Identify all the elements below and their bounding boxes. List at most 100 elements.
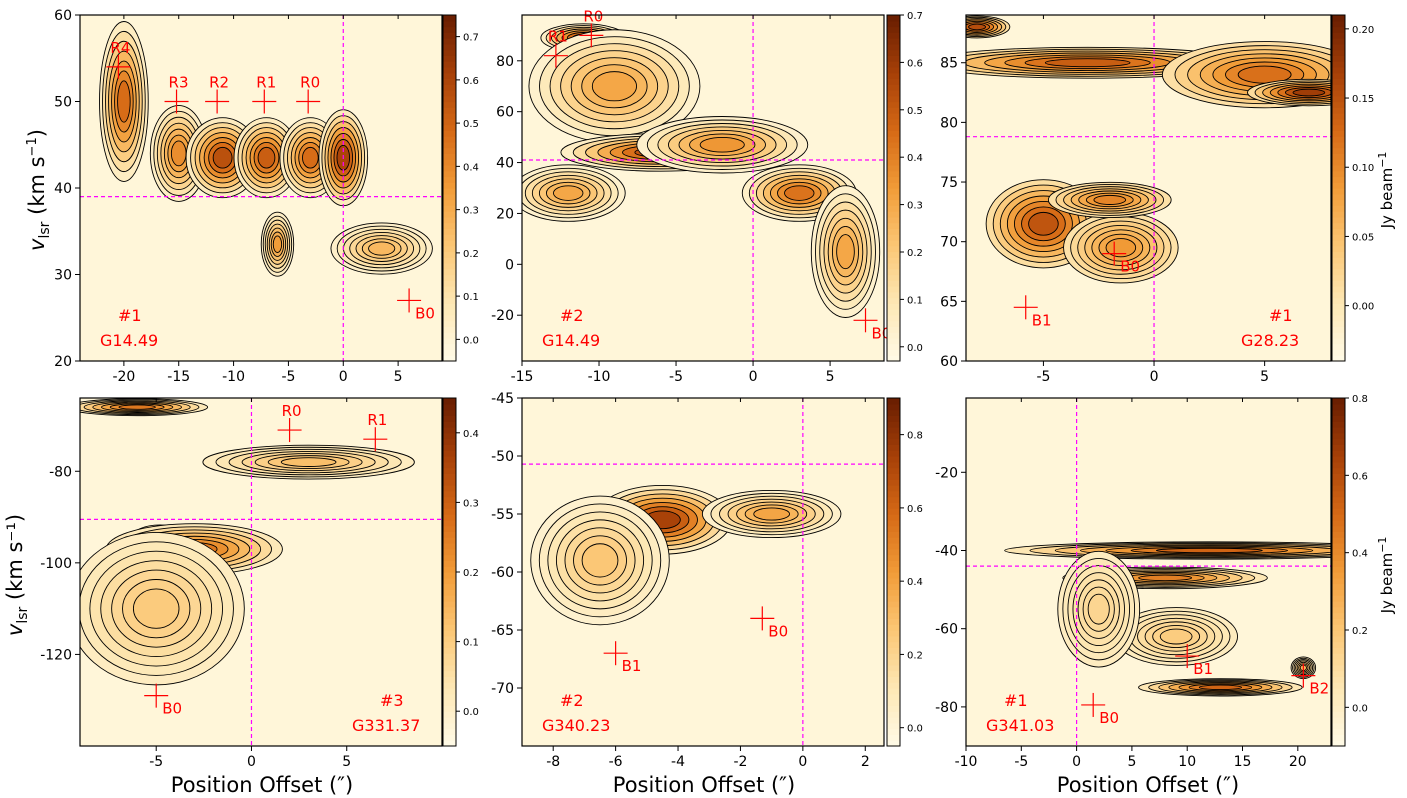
- colorbar-swatch: [887, 89, 900, 97]
- colorbar-swatch: [443, 164, 456, 172]
- colorbar-swatch: [1332, 612, 1345, 619]
- colorbar-frame: [886, 14, 901, 362]
- colorbar-swatch: [887, 537, 900, 544]
- contour: [1159, 628, 1193, 645]
- colorbar-swatch: [1332, 618, 1345, 625]
- colorbar-swatch: [1332, 589, 1345, 596]
- colorbar-swatch: [1332, 193, 1345, 201]
- colorbar-swatch: [887, 113, 900, 120]
- colorbar-swatch: [1332, 438, 1345, 445]
- marker-r1: R1: [543, 28, 568, 68]
- colorbar-swatch: [887, 216, 900, 224]
- colorbar-swatch: [887, 205, 900, 212]
- y-tick-label: -80: [935, 700, 958, 716]
- colorbar-swatch: [887, 84, 900, 91]
- colorbar-swatch: [443, 343, 456, 351]
- colorbar-swatch: [887, 734, 900, 741]
- plot-frame: [521, 14, 885, 362]
- colorbar-swatch: [1332, 398, 1345, 405]
- colorbar-swatch: [443, 205, 456, 212]
- colorbar-swatch: [443, 182, 456, 189]
- marker-label: R1: [367, 411, 387, 429]
- colorbar-swatch: [443, 113, 456, 120]
- colorbar-swatch: [1332, 473, 1345, 480]
- colorbar-swatch: [1332, 693, 1345, 701]
- contour: [212, 146, 233, 169]
- colorbar-swatch: [887, 61, 900, 68]
- colorbar-swatch: [887, 303, 900, 310]
- marker-label: R4: [110, 39, 130, 57]
- marker-label: B0: [162, 700, 182, 718]
- colorbar-swatch: [1332, 280, 1345, 287]
- emission-blob-4: [1057, 550, 1141, 668]
- colorbar-tick-label: 0.1: [463, 292, 479, 303]
- colorbar-tick-label: 0.0: [463, 335, 479, 346]
- colorbar-swatch: [1332, 355, 1345, 362]
- source-name-label: G28.23: [1241, 331, 1299, 350]
- contour: [1198, 684, 1243, 691]
- colorbar-swatch: [887, 153, 900, 160]
- x-tick-label: -5: [281, 369, 295, 385]
- colorbar-swatch: [443, 508, 456, 515]
- marker-b1: B1: [1013, 295, 1052, 329]
- colorbar-swatch: [887, 682, 900, 689]
- colorbar-swatch: [1332, 606, 1345, 614]
- x-tick-label: 20: [1289, 754, 1307, 770]
- colorbar-swatch: [1332, 635, 1345, 643]
- colorbar-swatch: [887, 525, 900, 532]
- colorbar-swatch: [887, 124, 900, 131]
- colorbar-swatch: [1332, 421, 1345, 428]
- colorbar-swatch: [887, 740, 900, 747]
- x-tick-label: 15: [1234, 754, 1252, 770]
- colorbar-swatch: [443, 403, 456, 411]
- colorbar-swatch: [1332, 699, 1345, 706]
- colorbar-swatch: [887, 548, 900, 556]
- colorbar-swatch: [887, 193, 900, 201]
- colorbar-swatch: [887, 490, 900, 498]
- colorbar-swatch: [443, 624, 456, 631]
- colorbar-swatch: [887, 722, 900, 730]
- colorbar-tick-label: 0.3: [463, 206, 479, 217]
- x-tick-label: 5: [394, 369, 403, 385]
- colorbar-swatch: [443, 257, 456, 264]
- colorbar-swatch: [1332, 659, 1345, 666]
- colorbar-swatch: [443, 66, 456, 74]
- colorbar-swatch: [887, 234, 900, 241]
- colorbar-tick-label: 0.05: [1352, 232, 1374, 243]
- colorbar-swatch: [1332, 641, 1345, 648]
- colorbar-swatch: [443, 245, 456, 253]
- colorbar-swatch: [1332, 136, 1345, 143]
- region-id-label: #2: [560, 306, 584, 325]
- y-axis-label-top: vlsr (km s−1): [25, 129, 53, 251]
- colorbar-swatch: [1332, 508, 1345, 515]
- colorbar-swatch: [443, 514, 456, 521]
- colorbar-swatch: [1332, 257, 1345, 264]
- colorbar-swatch: [887, 211, 900, 218]
- contour: [591, 71, 637, 102]
- colorbar-swatch: [443, 239, 456, 247]
- colorbar-swatch: [443, 286, 456, 293]
- contour: [699, 136, 745, 153]
- colorbar: 0.0 0.2 0.4 0.6 0.8: [1331, 394, 1368, 747]
- x-tick-label: -15: [167, 369, 190, 385]
- colorbar-swatch: [887, 717, 900, 724]
- contour: [170, 140, 187, 167]
- colorbar-swatch: [443, 309, 456, 316]
- contour: [1087, 593, 1110, 625]
- contour: [836, 234, 855, 270]
- colorbar-swatch: [1332, 274, 1345, 281]
- x-tick-label: -10: [588, 369, 611, 385]
- contour: [1044, 58, 1131, 68]
- marker-r0: R0: [579, 7, 604, 48]
- marker-label: B0: [872, 324, 892, 342]
- contour: [118, 404, 156, 410]
- region-id-label: #2: [560, 691, 584, 710]
- colorbar-swatch: [887, 251, 900, 258]
- colorbar-swatch: [1332, 444, 1345, 451]
- colorbar-swatch: [1332, 205, 1345, 212]
- colorbar-swatch: [443, 101, 456, 108]
- y-tick-label: 40: [54, 181, 72, 197]
- contour: [1028, 211, 1059, 236]
